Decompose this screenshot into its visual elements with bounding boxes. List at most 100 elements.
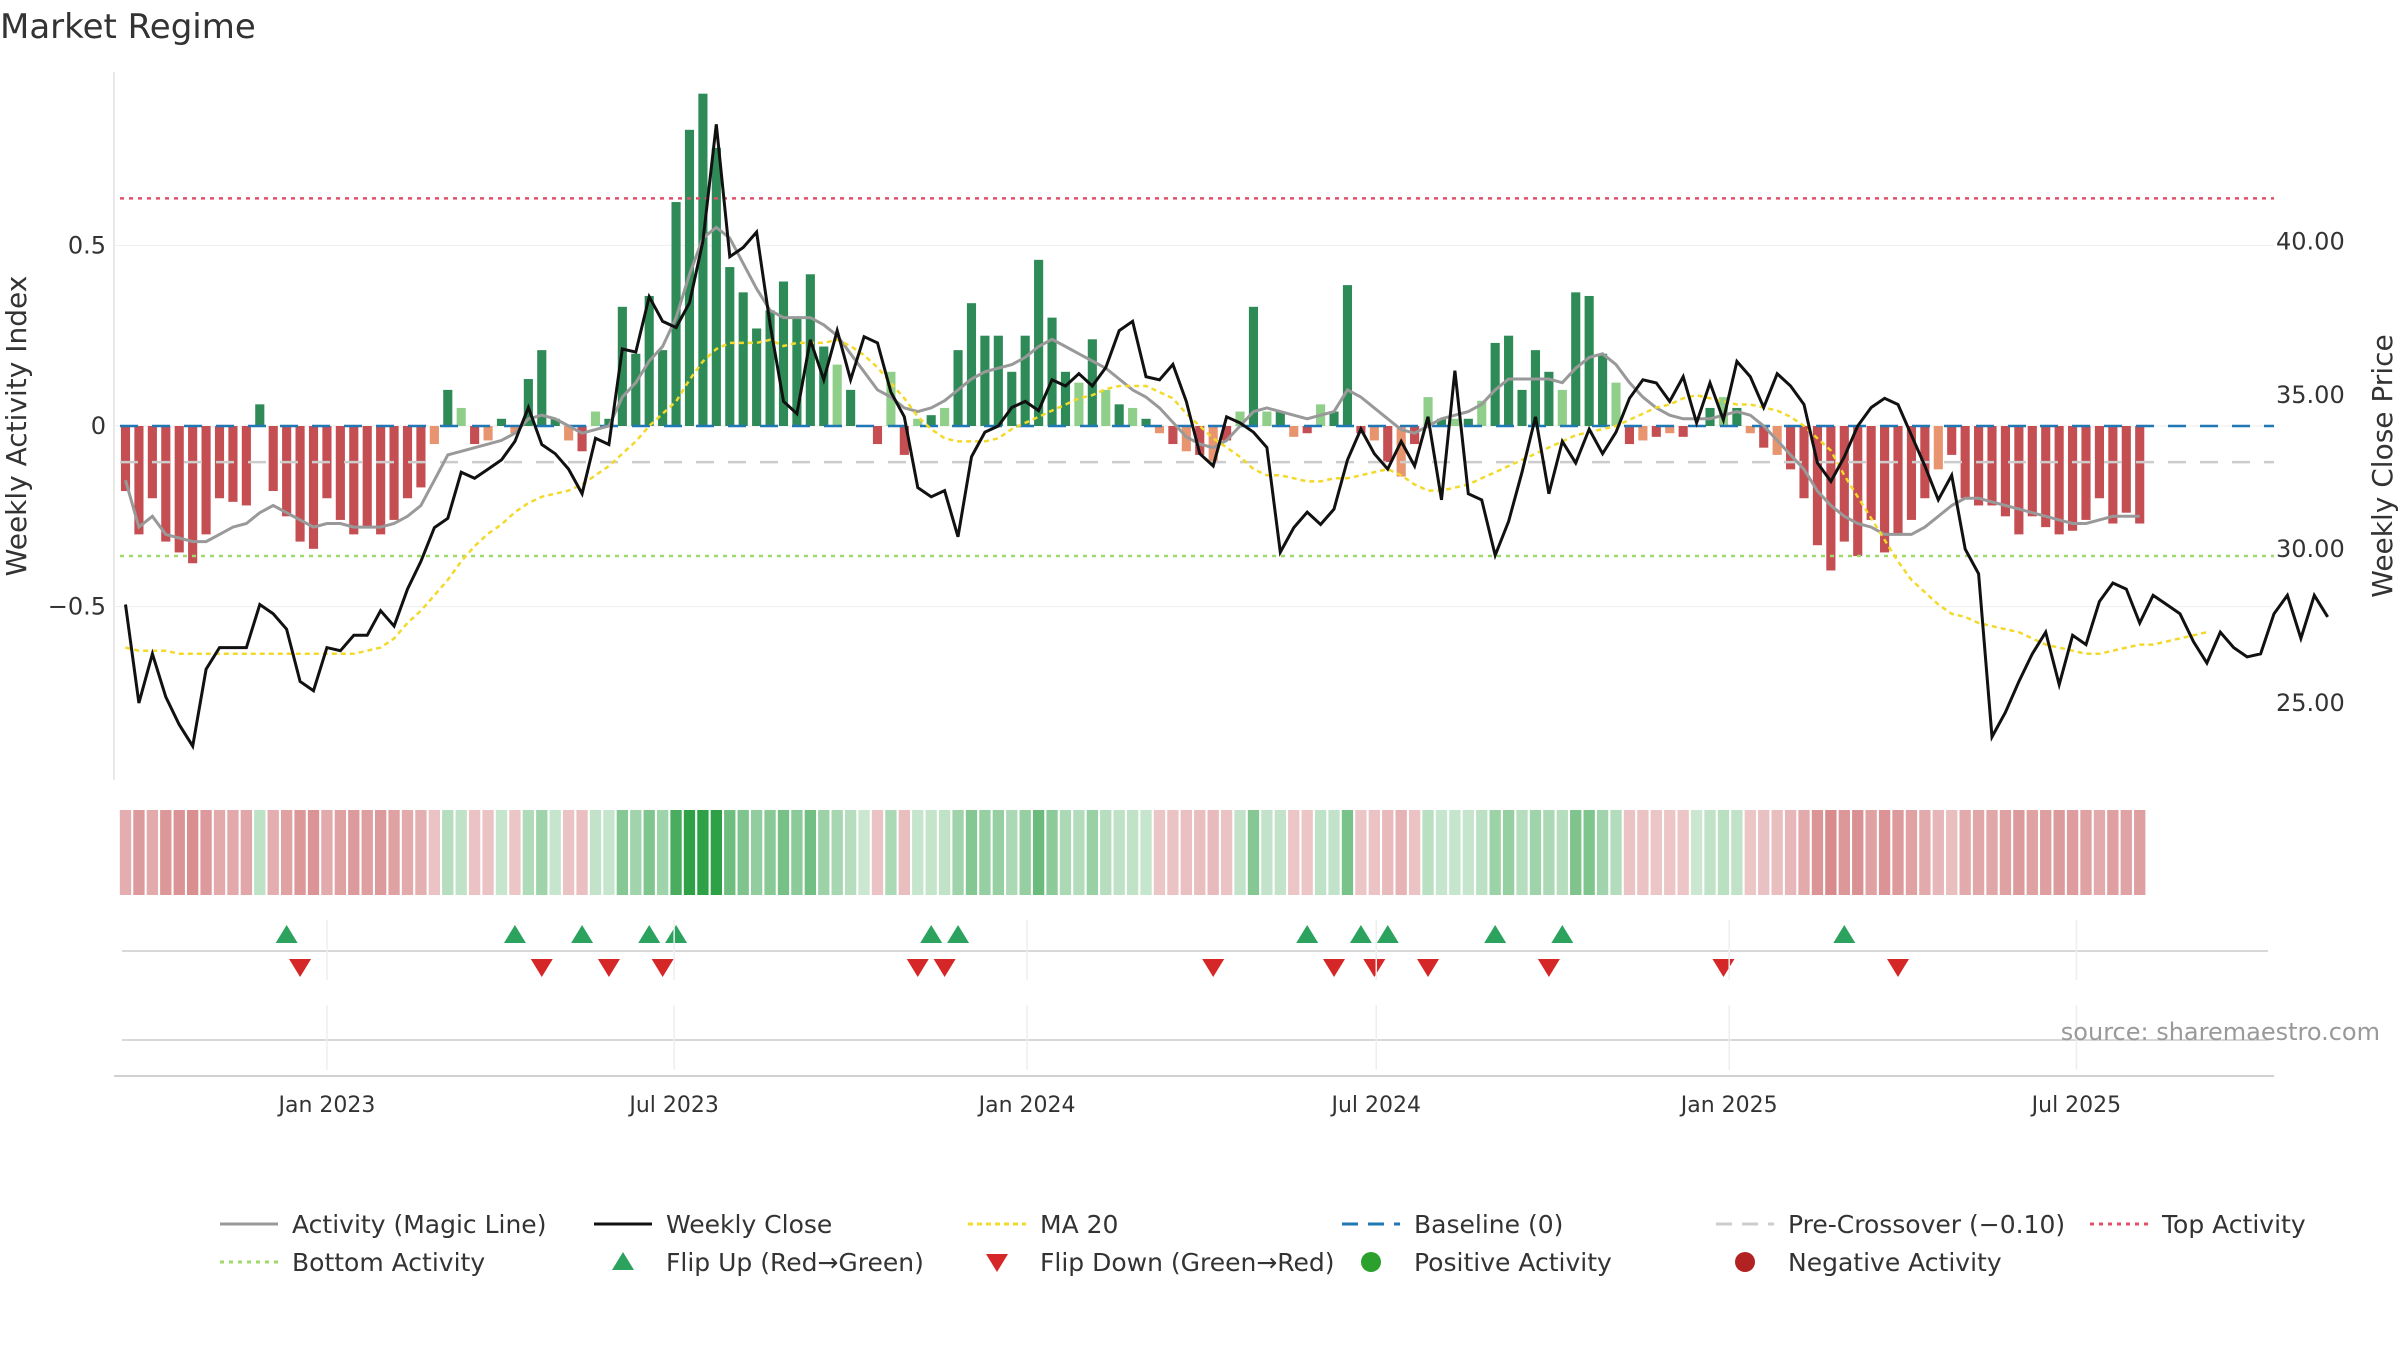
activity-bar xyxy=(2081,426,2091,520)
activity-strip-cell xyxy=(495,810,508,895)
activity-bar xyxy=(2000,426,2011,517)
chart-title: Market Regime xyxy=(0,7,256,47)
activity-strip-cell xyxy=(683,810,696,895)
activity-strip-cell xyxy=(1932,810,1944,895)
activity-bar xyxy=(161,426,171,542)
activity-strip-cell xyxy=(804,810,817,895)
activity-bar xyxy=(1168,426,1178,445)
activity-strip-cell xyxy=(1462,810,1474,895)
flip-up-marker xyxy=(1484,925,1507,943)
activity-bar xyxy=(1933,426,1943,470)
flip-up-marker xyxy=(1833,925,1856,943)
legend-label: MA 20 xyxy=(1040,1210,1118,1239)
activity-strip-cell xyxy=(1999,810,2012,895)
legend-flip-down-icon xyxy=(986,1254,1008,1272)
activity-bar xyxy=(1490,342,1500,426)
legend-label: Pre-Crossover (−0.10) xyxy=(1788,1210,2065,1239)
activity-bar xyxy=(1383,426,1393,463)
flip-up-marker xyxy=(571,925,594,943)
activity-strip-cell xyxy=(1758,810,1770,895)
activity-strip-cell xyxy=(1180,810,1192,895)
activity-strip-cell xyxy=(1126,810,1139,895)
activity-strip-cell xyxy=(1959,810,1971,895)
flip-up-marker xyxy=(1376,925,1399,943)
activity-strip-cell xyxy=(724,810,736,895)
activity-strip-cell xyxy=(1516,810,1528,895)
activity-strip-cell xyxy=(656,810,669,895)
activity-bar xyxy=(2041,426,2051,528)
activity-bar xyxy=(1020,335,1030,426)
activity-bar xyxy=(349,426,359,535)
activity-strip-cell xyxy=(428,810,441,895)
activity-bar xyxy=(1960,426,1970,499)
flip-down-marker xyxy=(597,959,620,977)
legend-label: Flip Down (Green→Red) xyxy=(1040,1248,1335,1277)
legend-label: Top Activity xyxy=(2161,1210,2306,1239)
activity-strip-cell xyxy=(1878,810,1891,895)
flip-down-marker xyxy=(933,959,956,977)
activity-bar xyxy=(926,415,936,426)
activity-strip-cell xyxy=(267,810,279,895)
activity-bar xyxy=(658,350,668,426)
activity-bar xyxy=(295,426,305,542)
y-tick-label: 0.5 xyxy=(68,231,106,259)
legend-label: Bottom Activity xyxy=(292,1248,485,1277)
activity-strip-cell xyxy=(1489,810,1501,895)
activity-bar xyxy=(1759,426,1769,448)
activity-bar xyxy=(1732,407,1742,426)
activity-strip-cell xyxy=(133,810,145,895)
activity-strip-cell xyxy=(2040,810,2052,895)
activity-bar xyxy=(510,426,520,434)
activity-bar xyxy=(1974,426,1984,506)
activity-bar xyxy=(604,418,614,426)
activity-strip-cell xyxy=(1798,810,1810,895)
flip-down-marker xyxy=(1537,959,1560,977)
activity-strip-cell xyxy=(2120,810,2132,895)
activity-strip-cell xyxy=(348,810,360,895)
activity-strip-cell xyxy=(1274,810,1286,895)
activity-strip-cell xyxy=(186,810,199,895)
activity-strip-cell xyxy=(858,810,870,895)
activity-strip-cell xyxy=(938,810,951,895)
activity-strip-cell xyxy=(603,810,615,895)
activity-strip-cell xyxy=(737,810,749,895)
activity-bar xyxy=(752,328,762,426)
activity-bar xyxy=(1853,426,1863,557)
activity-bar xyxy=(1598,353,1608,426)
activity-color-strip xyxy=(119,810,2146,895)
activity-strip-cell xyxy=(898,810,910,895)
activity-bar xyxy=(1799,426,1809,499)
activity-strip-cell xyxy=(1220,810,1233,895)
activity-bar xyxy=(1087,339,1097,426)
activity-bar xyxy=(778,281,789,426)
activity-strip-cell xyxy=(2053,810,2065,895)
activity-strip-cell xyxy=(1449,810,1461,895)
flip-down-marker xyxy=(1323,959,1346,977)
activity-bar xyxy=(1893,426,1903,535)
y2-tick-label: 30.00 xyxy=(2276,535,2345,563)
activity-strip-cell xyxy=(885,810,897,895)
activity-strip-cell xyxy=(1341,810,1354,895)
activity-bar xyxy=(362,426,372,528)
activity-strip-cell xyxy=(1905,810,1918,895)
activity-bar xyxy=(241,426,251,506)
activity-bar xyxy=(617,306,627,426)
activity-bar xyxy=(2094,426,2105,499)
activity-bar xyxy=(872,426,883,445)
activity-bar xyxy=(1034,259,1044,426)
activity-bar xyxy=(1114,404,1124,426)
activity-bar xyxy=(698,93,708,427)
activity-bar xyxy=(1517,389,1527,426)
activity-bar xyxy=(1557,389,1567,426)
activity-strip-cell xyxy=(1623,810,1636,895)
legend-label: Negative Activity xyxy=(1788,1248,2002,1277)
activity-strip-cell xyxy=(1247,810,1260,895)
activity-strip-cell xyxy=(415,810,427,895)
activity-strip-cell xyxy=(2134,810,2146,895)
activity-strip-cell xyxy=(1140,810,1152,895)
activity-strip-cell xyxy=(1690,810,1703,895)
activity-strip-cell xyxy=(777,810,790,895)
legend-label: Flip Up (Red→Green) xyxy=(666,1248,924,1277)
activity-strip-cell xyxy=(2107,810,2119,895)
activity-strip-cell xyxy=(1435,810,1448,895)
